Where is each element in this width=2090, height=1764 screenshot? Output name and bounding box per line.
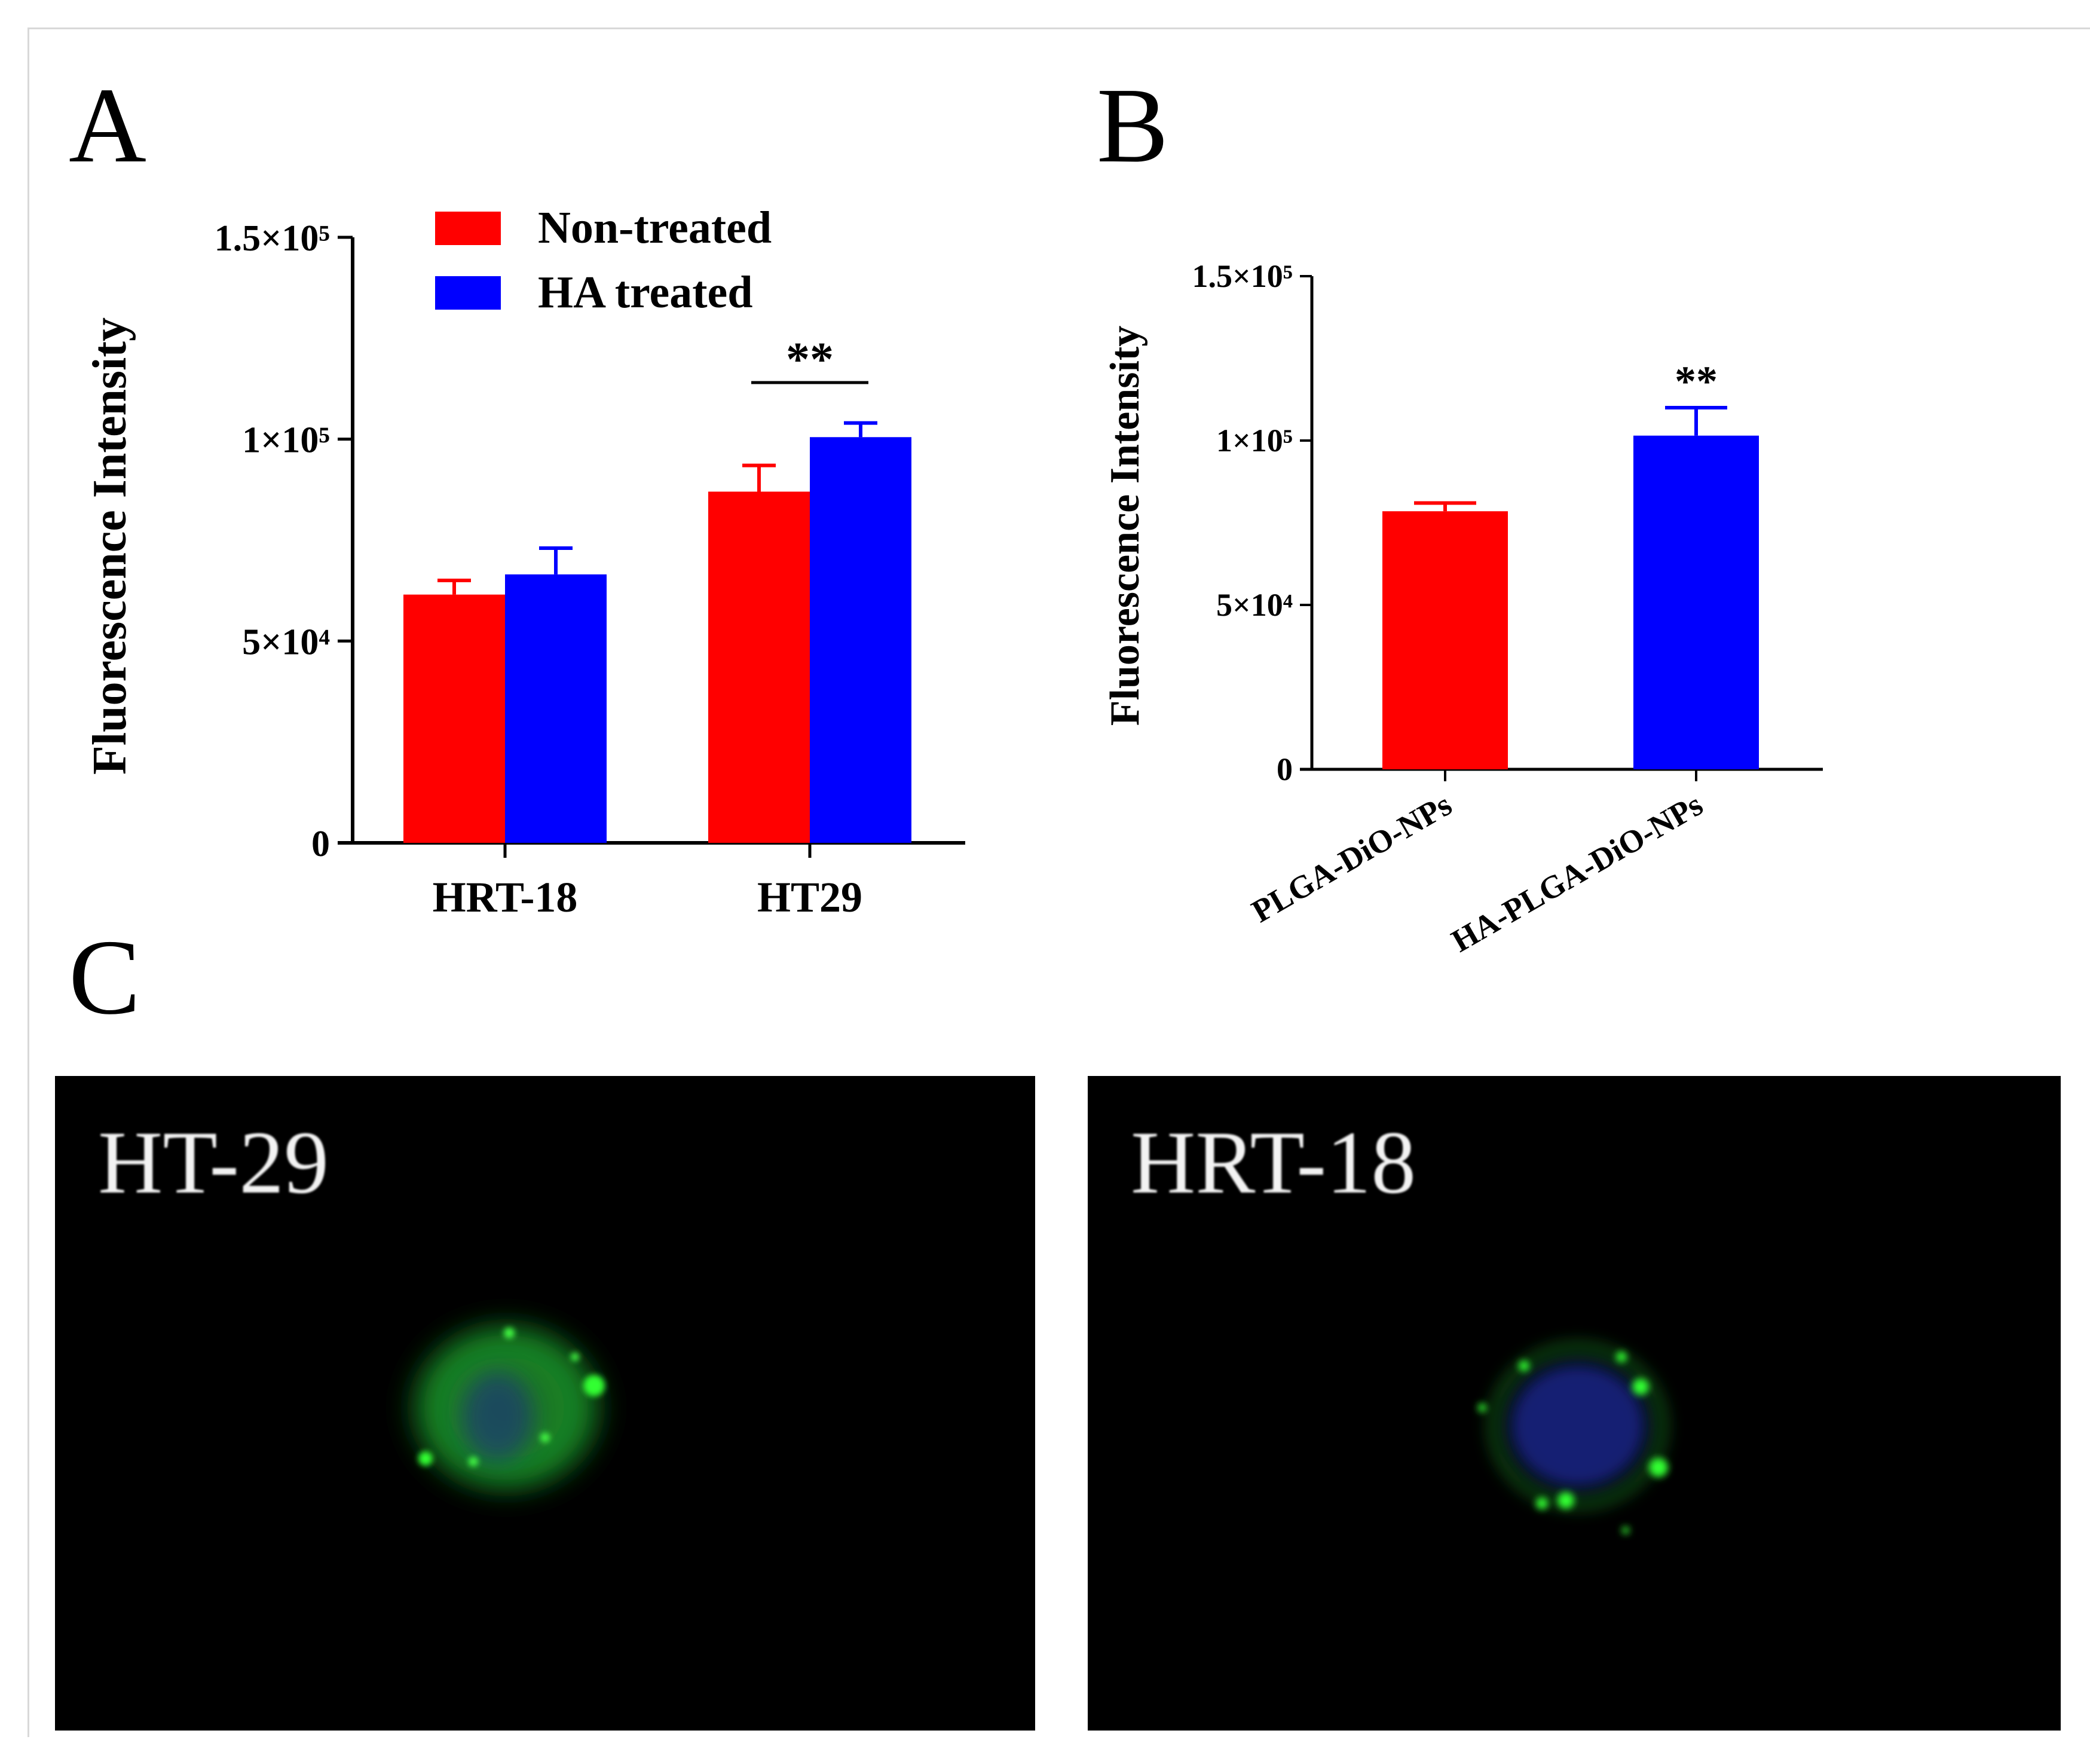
- chart-a: 0 5×10⁴ 1×10⁵ 1.5×10⁵ Fluorescence Intensity…: [84, 203, 965, 921]
- x-tick-label: HT29: [757, 873, 862, 921]
- bar: [505, 574, 607, 843]
- cell-image: [1478, 1343, 1668, 1534]
- x-tick-label: HRT-18: [433, 873, 578, 921]
- bar: [1382, 511, 1508, 769]
- bar: [1633, 435, 1759, 769]
- significance-label: **: [786, 334, 834, 386]
- y-axis-label: Fluorescence Intensity: [1102, 326, 1148, 726]
- legend-swatch: [435, 212, 501, 245]
- micrograph-label: HT-29: [98, 1113, 329, 1212]
- figure-frame: [27, 27, 2090, 1737]
- significance-label: **: [1675, 357, 1718, 405]
- y-tick-label: 1×10⁵: [242, 420, 330, 461]
- cell-image: [396, 1309, 617, 1506]
- y-tick-label: 5×10⁴: [242, 622, 330, 662]
- y-tick-label: 1.5×10⁵: [1192, 258, 1293, 294]
- y-tick-label: 0: [311, 824, 330, 864]
- panel-letter-b: B: [1097, 66, 1169, 185]
- x-tick-label: HA-PLGA-DiO-NPs: [1446, 786, 1709, 959]
- legend-label: Non-treated: [538, 203, 772, 253]
- legend-label: HA treated: [538, 267, 753, 317]
- micrograph-ht29: HT-29: [55, 1076, 1035, 1731]
- micrograph-hrt18: HRT-18: [1088, 1076, 2061, 1731]
- bar: [403, 594, 505, 843]
- bar: [810, 437, 911, 843]
- y-axis-label: Fluorescence Intensity: [84, 317, 136, 775]
- legend-swatch: [435, 276, 501, 310]
- bar: [708, 491, 810, 843]
- panel-letter-a: A: [69, 66, 146, 185]
- x-tick-label: PLGA-DiO-NPs: [1246, 786, 1458, 929]
- panel-letter-c: C: [69, 918, 141, 1037]
- micrograph-label: HRT-18: [1131, 1113, 1416, 1212]
- chart-b: 0 5×10⁴ 1×10⁵ 1.5×10⁵ Fluorescence Intensity…: [1102, 258, 1823, 959]
- y-tick-label: 1×10⁵: [1216, 423, 1293, 458]
- y-tick-label: 0: [1277, 751, 1293, 787]
- y-tick-label: 1.5×10⁵: [215, 218, 330, 259]
- y-tick-label: 5×10⁴: [1216, 587, 1293, 623]
